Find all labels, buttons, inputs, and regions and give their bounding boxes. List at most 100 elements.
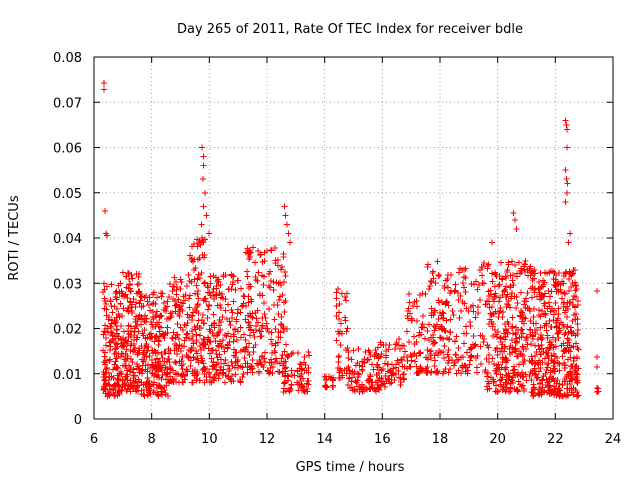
axis-ticks: 6 8 10 12 14 16 18 20 22 24 0 0.01 0.02 0.03 0.04 0.05 0…: [53, 51, 621, 447]
data-point: [489, 355, 496, 362]
data-point: [445, 357, 452, 364]
data-point: [556, 381, 563, 388]
data-point: [565, 239, 572, 246]
data-point: [221, 348, 228, 355]
data-point: [296, 360, 303, 367]
data-point: [135, 274, 142, 281]
data-point: [460, 279, 467, 286]
data-point: [355, 371, 362, 378]
data-point: [452, 360, 459, 367]
data-point: [187, 347, 194, 354]
data-point: [217, 338, 224, 345]
data-point: [468, 353, 475, 360]
data-point: [428, 305, 435, 312]
data-point: [182, 297, 189, 304]
data-point: [499, 275, 506, 282]
data-point: [533, 349, 540, 356]
data-point: [199, 234, 206, 241]
data-point: [530, 275, 537, 282]
data-point: [574, 331, 581, 338]
data-point: [447, 289, 454, 296]
data-point: [408, 357, 415, 364]
data-point: [273, 279, 280, 286]
data-point: [246, 332, 253, 339]
data-point: [333, 337, 340, 344]
data-point: [424, 364, 431, 371]
data-point: [530, 286, 537, 293]
data-point: [112, 290, 119, 297]
data-point: [114, 372, 121, 379]
data-point: [226, 366, 233, 373]
data-point: [248, 296, 255, 303]
data-point: [188, 279, 195, 286]
data-point: [329, 383, 336, 390]
data-point: [544, 332, 551, 339]
data-point: [222, 379, 229, 386]
data-point: [502, 283, 509, 290]
data-point: [536, 289, 543, 296]
data-point: [527, 317, 534, 324]
data-point: [561, 290, 568, 297]
data-point: [124, 269, 131, 276]
data-point: [130, 372, 137, 379]
data-point: [247, 253, 254, 260]
data-point: [220, 344, 227, 351]
data-point: [378, 367, 385, 374]
data-point: [561, 331, 568, 338]
data-point: [207, 280, 214, 287]
data-point: [535, 342, 542, 349]
data-point: [141, 344, 148, 351]
data-point: [529, 283, 536, 290]
data-point: [443, 335, 450, 342]
data-point: [111, 319, 118, 326]
data-point: [574, 345, 581, 352]
data-point: [383, 378, 390, 385]
data-point: [573, 286, 580, 293]
data-point: [172, 371, 179, 378]
data-point: [473, 364, 480, 371]
data-point: [532, 342, 539, 349]
data-point: [143, 379, 150, 386]
y-tick-label: 0.06: [53, 142, 82, 157]
data-point: [170, 378, 177, 385]
data-point: [323, 384, 330, 391]
data-point: [383, 348, 390, 355]
data-point: [255, 319, 262, 326]
data-point: [298, 387, 305, 394]
data-point: [567, 354, 574, 361]
data-point: [483, 301, 490, 308]
y-tick-label: 0: [74, 413, 82, 428]
data-point: [244, 364, 251, 371]
x-tick-label: 10: [201, 432, 218, 447]
data-point: [514, 369, 521, 376]
data-point: [547, 293, 554, 300]
data-point: [194, 301, 201, 308]
data-point: [157, 382, 164, 389]
data-point: [569, 318, 576, 325]
data-point: [220, 360, 227, 367]
data-point: [505, 259, 512, 266]
data-point: [261, 349, 268, 356]
data-point: [496, 308, 503, 315]
data-point: [562, 330, 569, 337]
data-point: [148, 330, 155, 337]
data-point: [424, 369, 431, 376]
data-point: [148, 334, 155, 341]
data-point: [476, 297, 483, 304]
data-point: [276, 293, 283, 300]
data-point: [344, 325, 351, 332]
data-point: [516, 270, 523, 277]
data-point: [230, 298, 237, 305]
data-point: [116, 290, 123, 297]
data-point: [230, 333, 237, 340]
data-point: [127, 299, 134, 306]
data-point: [161, 331, 168, 338]
data-point: [106, 392, 113, 399]
data-point: [556, 393, 563, 400]
y-tick-label: 0.08: [53, 51, 82, 66]
data-point: [504, 319, 511, 326]
data-point: [460, 330, 467, 337]
data-point: [513, 225, 520, 232]
data-point: [102, 381, 109, 388]
data-point: [164, 370, 171, 377]
